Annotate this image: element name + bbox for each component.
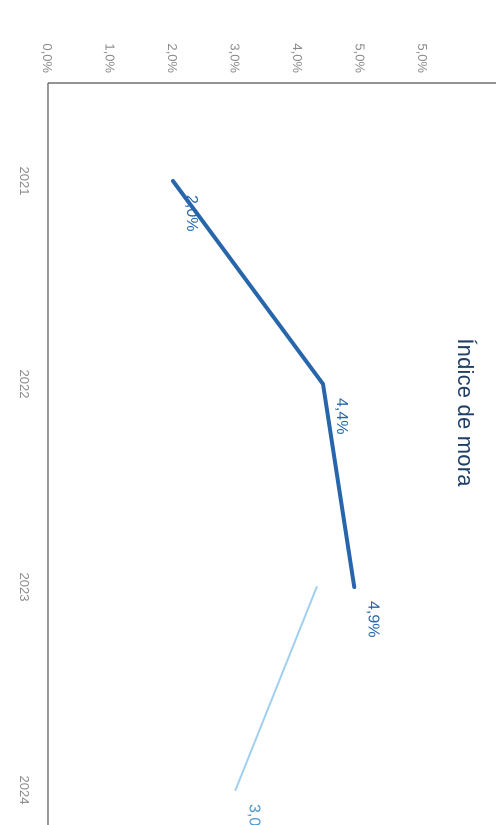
- data-label: 2,0%: [183, 195, 200, 231]
- y-tick-label: 5,0%: [415, 43, 430, 73]
- axes: [47, 82, 496, 825]
- y-tick-label: 1,0%: [103, 43, 118, 73]
- y-tick-label: 5,0%: [353, 43, 368, 73]
- y-tick-label: 2,0%: [165, 43, 180, 73]
- y-tick-label: 0,0%: [40, 43, 55, 73]
- data-label: 4,4%: [333, 398, 350, 434]
- projection-series-line: [234, 586, 318, 791]
- y-axis-ticks: 0,0% 1,0% 2,0% 3,0% 4,0% 5,0% 5,0%: [40, 43, 430, 73]
- data-labels: 2,0% 4,4% 4,9% 3,0%: [183, 195, 381, 825]
- x-axis-ticks: 2021 2022 2023 2024: [17, 167, 32, 805]
- data-label: 4,9%: [364, 601, 381, 637]
- main-series-line: [171, 179, 357, 589]
- x-tick-label: 2021: [17, 167, 32, 196]
- series-lines: [171, 179, 357, 791]
- x-tick-label: 2022: [17, 370, 32, 399]
- y-tick-label: 4,0%: [290, 43, 305, 73]
- x-tick-label: 2023: [17, 573, 32, 602]
- x-tick-label: 2024: [17, 776, 32, 805]
- y-tick-label: 3,0%: [228, 43, 243, 73]
- data-label: 3,0%: [246, 804, 263, 825]
